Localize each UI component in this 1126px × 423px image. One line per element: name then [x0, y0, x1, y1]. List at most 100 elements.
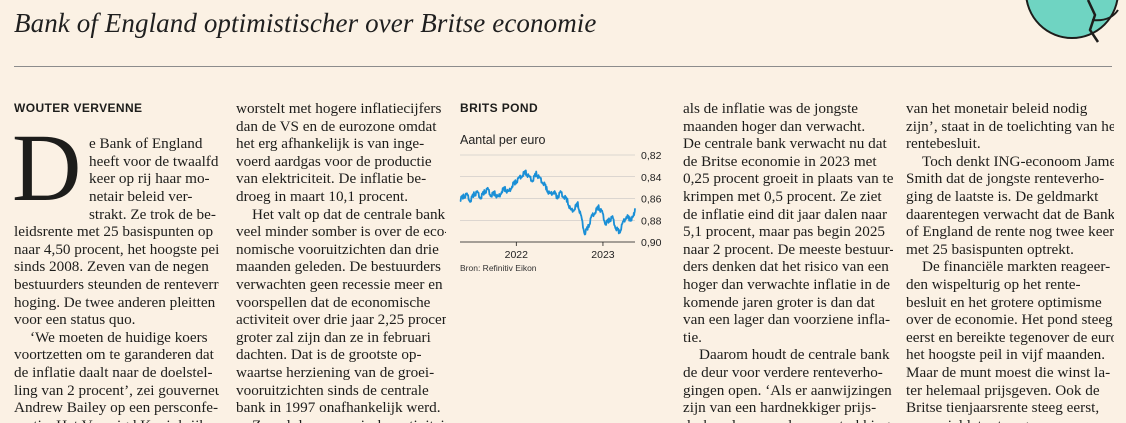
text-line: voerd aardgas voor de productie — [236, 152, 432, 170]
text-line: dachten. Dat is de grootste op- — [236, 346, 422, 364]
text-line: Britse tienjaarsrente steeg eerst, — [906, 399, 1100, 417]
text-line: vooruitzichten sinds de centrale — [236, 381, 429, 399]
text-line: druk, zal een verdere verstrakking — [683, 417, 893, 423]
y-tick-label: 0,82 — [641, 150, 662, 162]
text-line: 5,1 procent, maar pas begin 2025 — [683, 223, 886, 241]
y-tick-label: 0,86 — [641, 194, 662, 206]
text-line: worstelt met hogere inflatiecijfers — [236, 100, 442, 117]
text-line: Andrew Bailey op een persconfe- — [14, 399, 219, 417]
text-line: keer op rij haar mo- — [89, 170, 210, 188]
chart-plot: 0,82 0,84 0,86 0,88 0,90 2022 2023 — [459, 150, 662, 261]
x-tick-label: 2022 — [505, 249, 529, 261]
text-line: rentebesluit. — [906, 135, 981, 153]
header-rule — [14, 66, 1112, 67]
text-line: zijn van een hardnekkiger prijs- — [683, 399, 877, 417]
text-line: netair beleid ver- — [89, 187, 193, 205]
text-line: krimpen met 0,5 procent. Ze ziet — [683, 187, 882, 205]
text-line: Smith dat de jongste renteverho- — [906, 170, 1105, 188]
lead-paragraph-wrap: e Bank of England heeft voor de twaalfde k… — [14, 135, 219, 223]
text-line: bestuurders steunden de renteverr- — [14, 275, 219, 293]
text-line: e Bank of England — [89, 135, 203, 153]
text-line: ‘We moeten de huidige koers — [30, 328, 208, 346]
text-line: leidsrente met 25 basispunten op — [14, 223, 214, 241]
text-line: Zowel de economische activiteit — [236, 417, 446, 423]
text-line: de deur voor verdere renteverho- — [683, 363, 883, 381]
text-line: ging de laatste is. De geldmarkt — [906, 187, 1099, 205]
text-line: waartse herziening van de groei- — [236, 363, 435, 381]
text-line: hoging. De twee anderen pleitten — [14, 293, 216, 311]
text-line: Daarom houdt de centrale bank — [699, 346, 890, 364]
text-line: naar 4,50 procent, het hoogste peil — [14, 240, 219, 258]
text-line: gingen open. ‘Als er aanwijzingen — [683, 381, 892, 399]
y-tick-label: 0,84 — [641, 172, 662, 184]
text-line: voorspellen dat de economische — [236, 293, 431, 311]
text-line: met 25 basispunten optrekt. — [906, 240, 1074, 258]
text-line: 0,25 procent groeit in plaats van te — [683, 170, 893, 188]
text-line: strakt. Ze trok de be- — [89, 205, 216, 223]
article-column-3: als de inflatie was de jongste maanden ho… — [683, 100, 893, 423]
chart-subtitle: Aantal per euro — [460, 133, 546, 147]
chart-kicker: BRITS POND — [460, 101, 539, 115]
headline: Bank of England optimistischer over Brit… — [14, 8, 597, 38]
text-line: nomische vooruitzichten dan drie — [236, 240, 439, 258]
text-line: verwachten geen recessie meer en — [236, 275, 443, 293]
article-column-1: WOUTER VERVENNE D e Bank of England heeft… — [14, 100, 219, 423]
text-line: ling van 2 procent’, zei gouverneur — [14, 381, 219, 399]
y-tick-label: 0,88 — [641, 215, 662, 227]
drop-cap: D — [14, 114, 82, 221]
article-column-4: van het monetair beleid nodig zijn’, staa… — [906, 100, 1114, 423]
text-line: de Britse economie in 2023 met — [683, 152, 877, 170]
text-line: de inflatie eind dit jaar dalen naar — [683, 205, 888, 223]
article-column-2: worstelt met hogere inflatiecijfers dan d… — [236, 100, 446, 423]
text-line: van elektriciteit. De inflatie be- — [236, 170, 427, 188]
corner-illustration — [1025, 0, 1119, 43]
text-line: eerst en bereikte tegenover de euro — [906, 328, 1114, 346]
text-line: daarentegen verwacht dat de Bank — [906, 205, 1114, 223]
column-4-text: van het monetair beleid nodig zijn’, staa… — [906, 100, 1114, 423]
text-line: voor een status quo. — [14, 311, 136, 329]
text-line: droeg in maart 10,1 procent. — [236, 187, 409, 205]
text-line: De centrale bank verwacht nu dat — [683, 135, 887, 153]
text-line: als de inflatie was de jongste — [683, 100, 859, 117]
text-line: over de economie. Het pond steeg — [906, 311, 1113, 329]
text-line: van het monetair beleid nodig — [906, 100, 1088, 117]
text-line: veel minder somber is over de eco- — [236, 223, 446, 241]
text-line: dan de VS en de eurozone omdat — [236, 117, 437, 135]
text-line: het erg afhankelijk is van inge- — [236, 135, 425, 153]
column-2-text: worstelt met hogere inflatiecijfers dan d… — [236, 100, 446, 423]
x-tick-label: 2023 — [591, 249, 615, 261]
text-line: bank in 1997 onafhankelijk werd. — [236, 399, 441, 417]
text-line: Toch denkt ING-econoom James — [922, 152, 1114, 170]
text-line: of England de rente nog twee keer — [906, 223, 1114, 241]
text-line: het hoogste peil in vijf maanden. — [906, 346, 1106, 364]
text-line: ter helemaal prijsgeven. Ook de — [906, 381, 1100, 399]
text-line: de inflatie daalt naar de doelstel- — [14, 363, 213, 381]
text-line: groter zal zijn dan ze in februari — [236, 328, 431, 346]
pound-chart: BRITS POND Aantal per euro 0,82 0,84 0,86 0… — [458, 100, 668, 320]
text-line: maanden hoger dan verwacht. — [683, 117, 866, 135]
text-line: maanden geleden. De bestuurders — [236, 258, 441, 276]
byline: WOUTER VERVENNE — [14, 101, 143, 115]
text-line: Maar de munt moest die winst la- — [906, 363, 1111, 381]
text-line: van een lager dan voorziene infla- — [683, 311, 891, 329]
chart-source: Bron: Refinitiv Eikon — [460, 263, 537, 273]
text-line: zijn’, staat in de toelichting van het — [906, 117, 1114, 135]
text-line: De financiële markten reageer- — [922, 258, 1111, 276]
text-line: rentie. Het Verenigd Koninkrijk — [14, 417, 219, 423]
y-tick-label: 0,90 — [641, 237, 662, 249]
text-line: naar 2 procent. De meeste bestuur- — [683, 240, 893, 258]
text-line: besluit en het grotere optimisme — [906, 293, 1102, 311]
text-line: voortzetten om te garanderen dat — [14, 346, 214, 364]
text-line: Het valt op dat de centrale bank — [252, 205, 446, 223]
text-line: den wispelturig op het rente- — [906, 275, 1081, 293]
text-line: hoger dan verwachte inflatie in de — [683, 275, 891, 293]
text-line: heeft voor de twaalfde — [89, 152, 219, 170]
text-line: komende jaren groter is dan dat — [683, 293, 875, 311]
column-1-text: leidsrente met 25 basispunten op naar 4,5… — [14, 223, 219, 423]
text-line: sinds 2008. Zeven van de negen — [14, 258, 209, 276]
text-line: tie. — [683, 328, 702, 346]
text-line: maar viel later terug. — [906, 417, 1114, 423]
column-3-text: als de inflatie was de jongste maanden ho… — [683, 100, 893, 423]
text-line: ders denken dat het risico van een — [683, 258, 889, 276]
series-line — [459, 169, 636, 236]
